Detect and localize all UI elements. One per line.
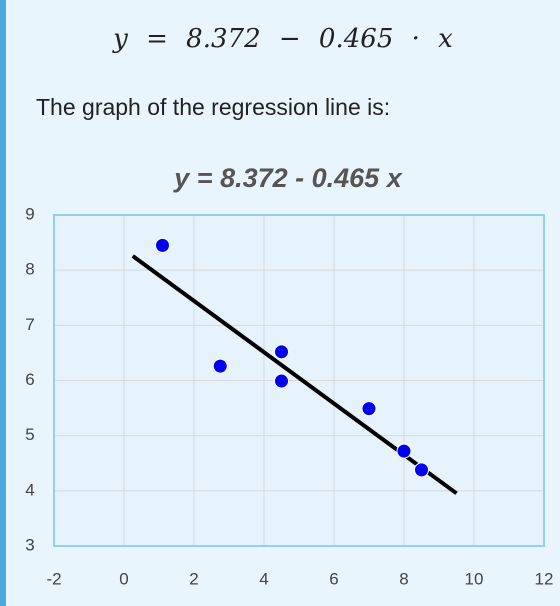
data-point: [274, 344, 289, 360]
y-tick-label: 8: [25, 260, 34, 279]
chart-title: y = 8.372 - 0.465 x: [172, 163, 402, 193]
intro-text: The graph of the regression line is:: [36, 94, 391, 120]
x-tick-label: -2: [46, 569, 61, 588]
x-tick-label: 6: [329, 569, 338, 588]
data-point: [361, 401, 377, 417]
x-tick-label: 12: [535, 569, 554, 588]
y-tick-label: 7: [25, 315, 34, 334]
x-tick-label: 10: [465, 569, 484, 588]
data-point: [414, 462, 429, 478]
plot-frame: [53, 214, 545, 547]
data-point: [212, 358, 228, 374]
data-point: [155, 237, 170, 253]
y-tick-label: 6: [25, 370, 34, 389]
y-tick-label: 4: [25, 480, 34, 499]
y-tick-label: 9: [25, 204, 34, 223]
data-point: [274, 373, 289, 389]
y-tick-label: 5: [25, 425, 34, 444]
data-point: [396, 443, 412, 459]
formula: y = 8.372 − 0.465 · x: [113, 24, 453, 54]
x-tick-label: 0: [119, 569, 128, 588]
x-tick-label: 2: [189, 569, 198, 588]
y-tick-label: 3: [25, 535, 34, 554]
x-tick-label: 4: [259, 569, 268, 588]
x-tick-label: 8: [399, 569, 408, 588]
